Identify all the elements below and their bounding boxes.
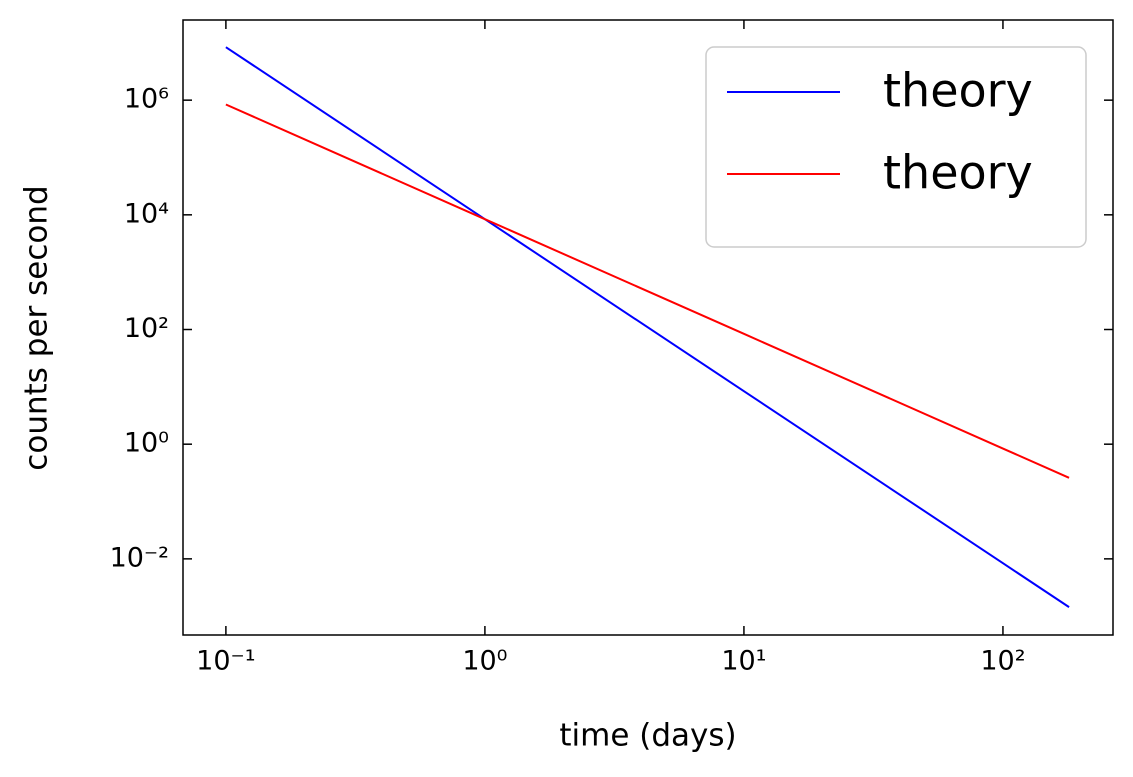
plot-frame bbox=[182, 19, 1114, 636]
y-axis-label: counts per second bbox=[19, 185, 55, 470]
x-tick-label: 10¹ bbox=[721, 646, 766, 677]
y-tick-label: 10⁻² bbox=[110, 542, 169, 573]
line-series bbox=[225, 103, 1070, 479]
x-tick-label: 10² bbox=[980, 646, 1025, 677]
line-series bbox=[225, 46, 1070, 608]
y-tick-label: 10⁰ bbox=[124, 428, 169, 459]
x-axis-label: time (days) bbox=[559, 718, 736, 754]
legend-box bbox=[705, 46, 1087, 248]
legend-label: theory bbox=[883, 64, 1033, 118]
y-tick-label: 10⁶ bbox=[124, 84, 169, 115]
y-tick-label: 10² bbox=[124, 313, 169, 344]
x-tick-label: 10⁰ bbox=[462, 646, 507, 677]
legend-label: theory bbox=[883, 146, 1033, 200]
y-tick-label: 10⁴ bbox=[124, 198, 169, 229]
x-tick-label: 10⁻¹ bbox=[196, 646, 255, 677]
